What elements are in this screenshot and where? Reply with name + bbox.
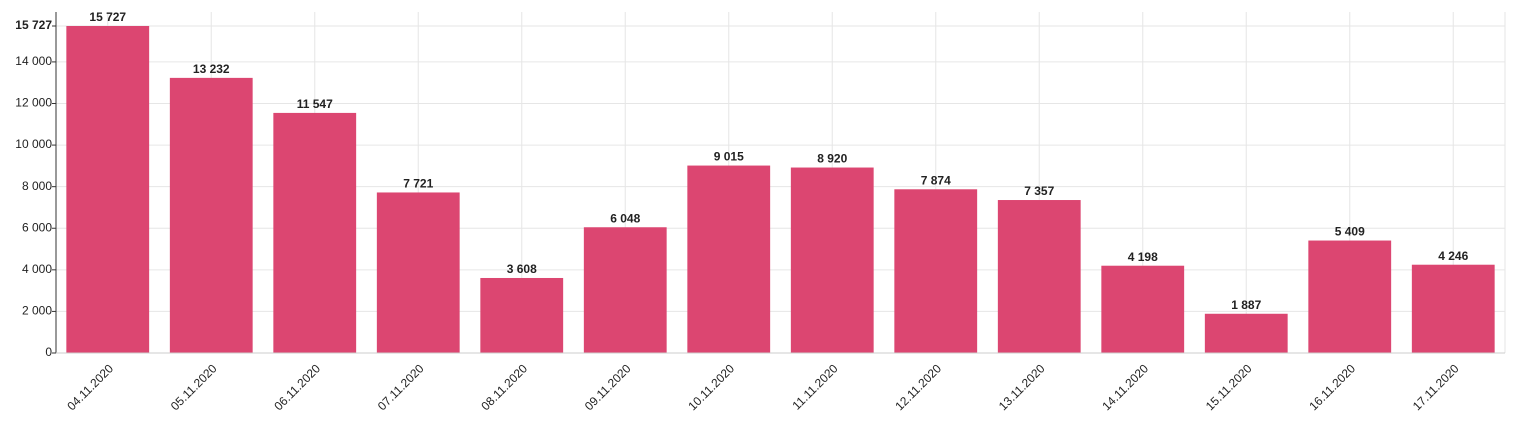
value-label: 5 409 <box>1335 225 1365 239</box>
value-label: 6 048 <box>610 211 640 225</box>
value-label: 15 727 <box>89 10 126 24</box>
y-tick-label: 0 <box>45 345 52 359</box>
x-tick-label: 10.11.2020 <box>685 361 737 413</box>
bar <box>894 189 978 353</box>
bar <box>1308 240 1392 353</box>
x-tick-label: 08.11.2020 <box>478 361 530 413</box>
value-label: 7 721 <box>403 177 433 191</box>
value-label: 11 547 <box>297 97 333 111</box>
x-tick-label: 06.11.2020 <box>271 361 323 413</box>
value-label: 7 357 <box>1024 184 1054 198</box>
value-label: 9 015 <box>714 150 744 164</box>
x-tick-label: 04.11.2020 <box>64 361 116 413</box>
bar <box>169 77 253 353</box>
value-label: 1 887 <box>1231 298 1261 312</box>
bar <box>1411 264 1495 353</box>
y-tick-label: 8 000 <box>22 179 52 193</box>
value-label: 4 246 <box>1438 249 1468 263</box>
value-label: 8 920 <box>817 152 847 166</box>
bar <box>376 192 460 353</box>
x-tick-label: 17.11.2020 <box>1410 361 1462 413</box>
y-tick-label: 10 000 <box>15 137 52 151</box>
bar <box>273 112 357 353</box>
bar <box>66 26 150 353</box>
x-tick-label: 11.11.2020 <box>790 361 841 412</box>
value-label: 7 874 <box>921 173 951 187</box>
x-tick-label: 16.11.2020 <box>1306 361 1358 413</box>
y-tick-label: 15 727 <box>15 18 52 32</box>
x-tick-label: 05.11.2020 <box>168 361 220 413</box>
x-tick-label: 07.11.2020 <box>375 361 427 413</box>
x-tick-label: 15.11.2020 <box>1203 361 1255 413</box>
y-tick-label: 2 000 <box>22 304 52 318</box>
y-tick-label: 12 000 <box>15 96 52 110</box>
x-tick-label: 12.11.2020 <box>892 361 944 413</box>
y-tick-label: 14 000 <box>15 54 52 68</box>
bar <box>687 165 771 353</box>
x-tick-label: 13.11.2020 <box>996 361 1048 413</box>
bar <box>1101 265 1185 353</box>
x-tick-label: 09.11.2020 <box>582 361 634 413</box>
bar <box>997 200 1081 353</box>
bar <box>583 227 667 353</box>
bar <box>480 277 564 353</box>
value-label: 4 198 <box>1128 250 1158 264</box>
x-tick-label: 14.11.2020 <box>1099 361 1151 413</box>
value-label: 13 232 <box>193 62 230 76</box>
y-tick-label: 4 000 <box>22 262 52 276</box>
bar <box>1204 313 1288 353</box>
bar <box>790 167 874 353</box>
value-label: 3 608 <box>507 262 537 276</box>
y-tick-label: 6 000 <box>22 220 52 234</box>
